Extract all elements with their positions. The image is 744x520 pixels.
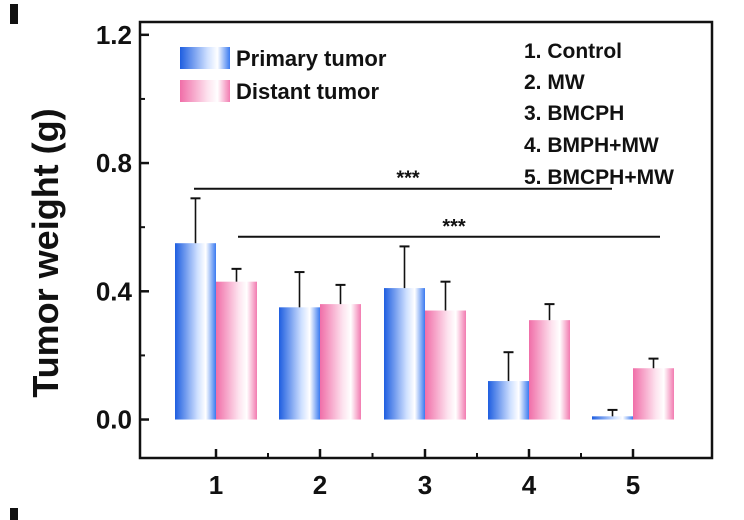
bar-s1-g3 (425, 310, 466, 420)
y-axis-label: Tumor weight (g) (25, 108, 66, 397)
x-tick-label-2: 3 (418, 470, 432, 500)
panel-label-mark-bottom (10, 508, 18, 520)
bar-s0-g2 (279, 307, 320, 420)
bar-s1-g2 (320, 304, 361, 420)
bar-s1-g5 (633, 368, 674, 420)
significance-label-2: *** (442, 216, 466, 238)
bar-s1-g4 (529, 320, 570, 420)
group-legend-item-2: 2. MW (524, 71, 585, 94)
bar-s0-g3 (384, 288, 425, 420)
series-legend: Primary tumor Distant tumor (180, 46, 387, 104)
group-legend-item-1: 1. Control (524, 40, 622, 63)
x-tick-label-0: 1 (209, 470, 223, 500)
x-tick-label-4: 5 (626, 470, 640, 500)
bar-s0-g5 (592, 416, 633, 420)
legend-swatch-primary (180, 47, 230, 69)
annotations: *** *** (194, 168, 660, 238)
legend-label-primary: Primary tumor (236, 46, 387, 71)
axes: 0.0 0.4 0.8 1.2 1 2 3 4 5 (96, 20, 714, 500)
y-tick-label-2: 0.8 (96, 148, 132, 178)
significance-label-1: *** (396, 168, 420, 190)
panel-label-mark-top (10, 4, 18, 24)
legend-label-distant: Distant tumor (236, 79, 379, 104)
y-tick-label-0: 0.0 (96, 405, 132, 435)
y-tick-label-3: 1.2 (96, 20, 132, 50)
group-legend-item-3: 3. BMCPH (524, 102, 624, 125)
bars (175, 197, 674, 420)
bar-s0-g1 (175, 243, 216, 420)
group-legend-item-4: 4. BMPH+MW (524, 134, 659, 157)
bar-s1-g1 (216, 281, 257, 420)
group-legend: 1. Control 2. MW 3. BMCPH 4. BMPH+MW 5. … (524, 40, 674, 189)
x-tick-label-1: 2 (313, 470, 327, 500)
legend-swatch-distant (180, 80, 230, 102)
bar-s0-g4 (488, 381, 529, 420)
y-tick-label-1: 0.4 (96, 276, 133, 306)
x-tick-label-3: 4 (522, 470, 537, 500)
group-legend-item-5: 5. BMCPH+MW (524, 166, 674, 189)
